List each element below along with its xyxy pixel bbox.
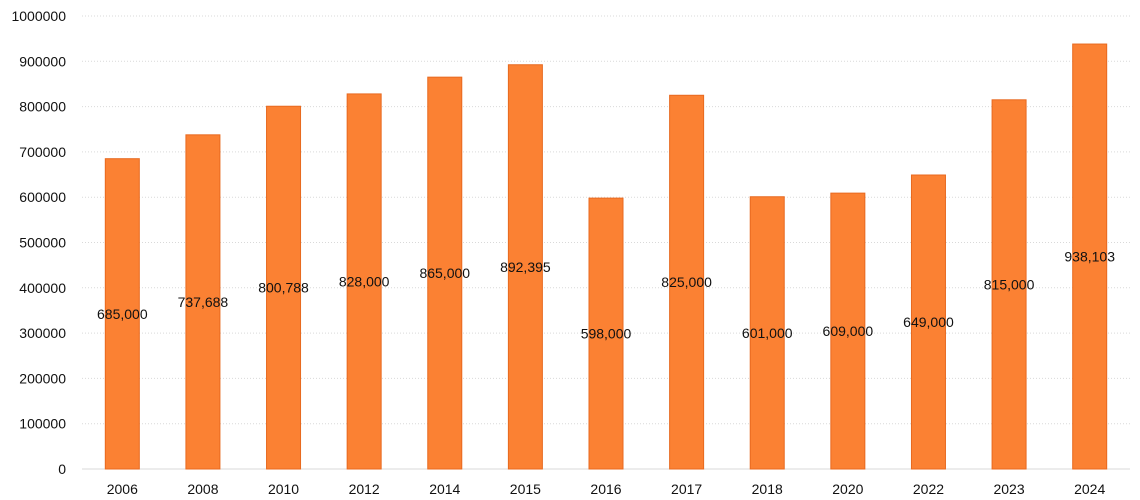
x-tick-label: 2018 — [752, 481, 783, 497]
bar — [507, 64, 543, 470]
data-label: 685,000 — [97, 306, 148, 322]
y-tick-label: 900000 — [19, 53, 66, 69]
data-label: 800,788 — [258, 280, 309, 296]
x-tick-label: 2022 — [913, 481, 944, 497]
bar — [588, 197, 624, 470]
x-tick-label: 2023 — [993, 481, 1024, 497]
x-tick-label: 2014 — [429, 481, 460, 497]
x-tick-label: 2017 — [671, 481, 702, 497]
y-tick-label: 300000 — [19, 325, 66, 341]
x-tick-label: 2020 — [832, 481, 863, 497]
data-label: 737,688 — [178, 294, 229, 310]
bar — [427, 76, 463, 470]
bar — [830, 192, 866, 470]
data-label: 609,000 — [823, 323, 874, 339]
x-tick-label: 2012 — [349, 481, 380, 497]
bar — [346, 93, 382, 470]
bar — [185, 134, 221, 470]
x-tick-label: 2006 — [107, 481, 138, 497]
x-tick-label: 2010 — [268, 481, 299, 497]
bar — [266, 105, 302, 470]
bar — [669, 94, 705, 470]
bar — [991, 99, 1027, 470]
y-tick-label: 600000 — [19, 189, 66, 205]
bar — [749, 196, 785, 470]
y-tick-label: 100000 — [19, 416, 66, 432]
data-label: 649,000 — [903, 314, 954, 330]
y-tick-label: 1000000 — [11, 8, 66, 24]
y-tick-label: 800000 — [19, 99, 66, 115]
y-tick-label: 200000 — [19, 370, 66, 386]
x-tick-label: 2024 — [1074, 481, 1105, 497]
data-label: 828,000 — [339, 273, 390, 289]
bar — [104, 158, 140, 470]
data-label: 825,000 — [661, 274, 712, 290]
x-tick-label: 2015 — [510, 481, 541, 497]
data-label: 865,000 — [419, 265, 470, 281]
x-tick-label: 2016 — [590, 481, 621, 497]
y-tick-label: 700000 — [19, 144, 66, 160]
y-tick-label: 500000 — [19, 235, 66, 251]
bar — [1072, 43, 1108, 470]
data-label: 815,000 — [984, 276, 1035, 292]
bar — [910, 174, 946, 470]
x-tick-label: 2008 — [187, 481, 218, 497]
data-label: 601,000 — [742, 325, 793, 341]
data-label: 598,000 — [581, 326, 632, 342]
data-label: 938,103 — [1064, 249, 1115, 265]
y-tick-label: 400000 — [19, 280, 66, 296]
y-tick-label: 0 — [58, 461, 66, 477]
data-label: 892,395 — [500, 259, 551, 275]
